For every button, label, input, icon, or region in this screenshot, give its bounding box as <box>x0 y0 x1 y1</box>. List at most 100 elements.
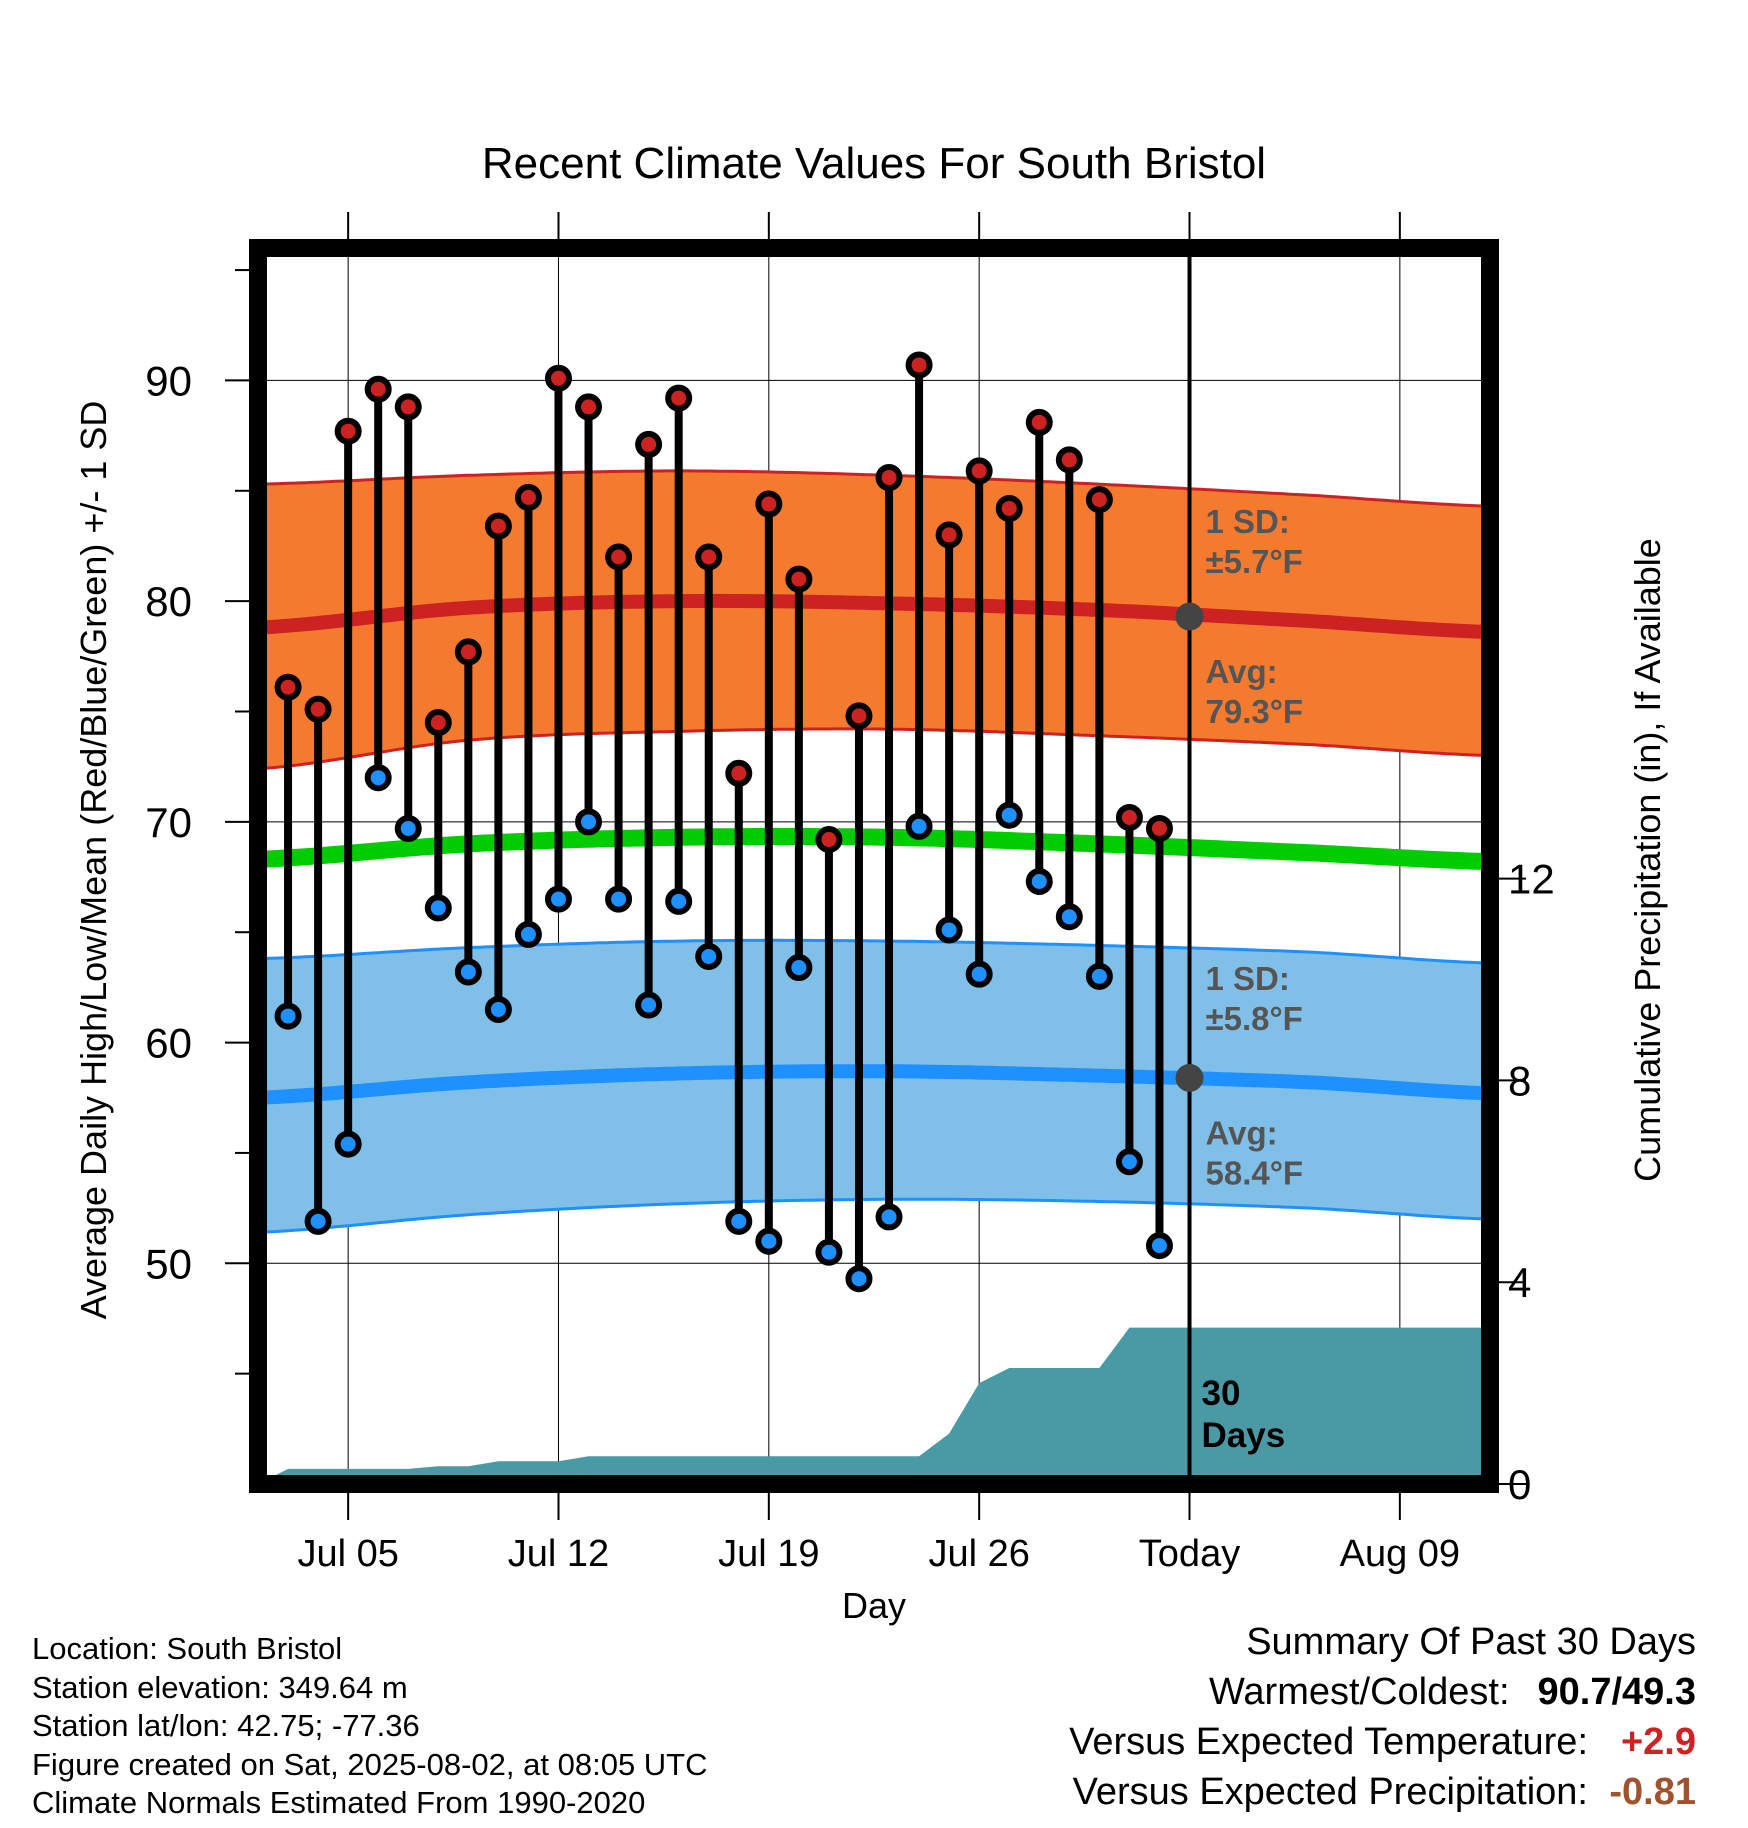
daily-low-point <box>424 894 452 922</box>
x-tick-label: Jul 12 <box>508 1533 609 1575</box>
plot-frame <box>249 239 1499 1493</box>
high-sd-band-upper-edge <box>258 469 1489 508</box>
daily-low-point <box>965 960 993 988</box>
daily-high-point <box>274 673 302 701</box>
y-axis-label: Average Daily High/Low/Mean (Red/Blue/Gr… <box>73 401 114 1320</box>
normal-mean-line <box>258 828 1489 870</box>
y2-tick-label: 4 <box>1508 1259 1531 1306</box>
daily-low-point <box>484 995 512 1023</box>
band-annotation: 1 SD: ±5.7°F <box>1206 503 1303 580</box>
daily-low-point <box>1025 867 1053 895</box>
today-average-marker <box>1175 1063 1204 1092</box>
daily-high-point <box>725 759 753 787</box>
daily-high-point <box>1055 446 1083 474</box>
daily-low-point <box>695 942 723 970</box>
daily-low-point <box>635 991 663 1019</box>
daily-high-point <box>815 826 843 854</box>
precip-area <box>258 1327 1490 1484</box>
daily-high-point <box>905 351 933 379</box>
daily-high-point <box>965 457 993 485</box>
daily-high-point <box>364 375 392 403</box>
summary-warmest-row: Warmest/Coldest: 90.7/49.3 <box>1069 1667 1696 1717</box>
daily-low-point <box>274 1002 302 1030</box>
daily-low-point <box>394 814 422 842</box>
daily-low-point <box>815 1238 843 1266</box>
high-sd-band <box>258 470 1488 769</box>
daily-high-point <box>665 384 693 412</box>
daily-high-point <box>605 543 633 571</box>
period-label-line: Days <box>1202 1416 1286 1455</box>
y-tick-label: 80 <box>145 578 192 625</box>
daily-high-point <box>845 702 873 730</box>
daily-low-point <box>875 1203 903 1231</box>
daily-high-point <box>1115 803 1143 831</box>
summary-title: Summary Of Past 30 Days <box>1246 1621 1696 1663</box>
annotation-line-1: 1 SD: <box>1206 960 1290 997</box>
low-sd-band <box>258 940 1488 1233</box>
band-annotation: Avg: 79.3°F <box>1206 653 1304 730</box>
daily-low-point <box>454 958 482 986</box>
daily-low-point <box>605 885 633 913</box>
daily-high-point <box>575 393 603 421</box>
temp-label: Versus Expected Temperature: <box>1069 1721 1588 1763</box>
location-line: Location: South Bristol <box>32 1631 343 1666</box>
daily-high-point <box>394 393 422 421</box>
daily-high-point <box>304 695 332 723</box>
daily-low-point <box>1085 962 1113 990</box>
daily-high-point <box>334 417 362 445</box>
x-tick-label: Today <box>1139 1533 1240 1575</box>
daily-low-point <box>935 916 963 944</box>
x-axis-label: Day <box>842 1585 906 1626</box>
warmest-label: Warmest/Coldest: <box>1208 1671 1510 1713</box>
warmest-value: 90.7/49.3 <box>1537 1671 1696 1713</box>
daily-high-point <box>635 430 663 458</box>
band-annotation: 1 SD: ±5.8°F <box>1206 960 1303 1037</box>
band-annotation: Avg: 58.4°F <box>1206 1114 1304 1191</box>
y-tick-label: 90 <box>145 357 192 404</box>
daily-high-point <box>1085 486 1113 514</box>
annotation-line-1: Avg: <box>1206 653 1278 690</box>
summary-temp-row: Versus Expected Temperature: +2.9 <box>1069 1717 1696 1767</box>
daily-low-point <box>905 812 933 840</box>
annotation-line-2: 58.4°F <box>1206 1154 1304 1191</box>
daily-low-point <box>845 1265 873 1293</box>
high-sd-band-lower-edge <box>258 727 1489 771</box>
annotation-line-2: 79.3°F <box>1206 693 1304 730</box>
daily-low-point <box>725 1207 753 1235</box>
chart-title: Recent Climate Values For South Bristol <box>482 139 1266 188</box>
daily-low-point <box>514 920 542 948</box>
summary-panel: Summary Of Past 30 Days Warmest/Coldest:… <box>1069 1617 1696 1817</box>
daily-high-point <box>785 565 813 593</box>
y2-axis-label: Cumulative Precipitation (in), If Availa… <box>1627 538 1668 1182</box>
y2-tick-label: 8 <box>1508 1057 1531 1104</box>
daily-high-point <box>544 364 572 392</box>
x-tick-label: Jul 26 <box>928 1533 1029 1575</box>
daily-high-point <box>454 638 482 666</box>
y-tick-label: 70 <box>145 799 192 846</box>
daily-low-point <box>1055 903 1083 931</box>
daily-high-point <box>695 543 723 571</box>
daily-high-point <box>1025 408 1053 436</box>
y2-tick-label: 0 <box>1508 1461 1531 1508</box>
daily-low-point <box>1145 1232 1173 1260</box>
daily-low-point <box>1115 1148 1143 1176</box>
daily-low-point <box>304 1207 332 1235</box>
elevation-line: Station elevation: 349.64 m <box>32 1669 408 1705</box>
daily-high-point <box>935 521 963 549</box>
annotation-line-2: ±5.8°F <box>1206 1000 1303 1037</box>
x-tick-label: Jul 19 <box>718 1533 819 1575</box>
annotation-line-2: ±5.7°F <box>1206 543 1303 580</box>
daily-high-point <box>875 464 903 492</box>
today-average-marker <box>1175 602 1204 631</box>
y2-tick-label: 12 <box>1508 856 1555 903</box>
daily-low-point <box>364 764 392 792</box>
daily-high-point <box>424 709 452 737</box>
precip-label: Versus Expected Precipitation: <box>1072 1771 1588 1813</box>
period-label: 30 Days <box>1202 1374 1286 1455</box>
y-tick-label: 50 <box>145 1240 192 1287</box>
annotation-line-1: 1 SD: <box>1206 503 1290 540</box>
daily-high-point <box>1145 814 1173 842</box>
created-line: Figure created on Sat, 2025-08-02, at 08… <box>32 1746 708 1782</box>
daily-high-point <box>514 483 542 511</box>
normals-line: Climate Normals Estimated From 1990-2020 <box>32 1785 646 1820</box>
